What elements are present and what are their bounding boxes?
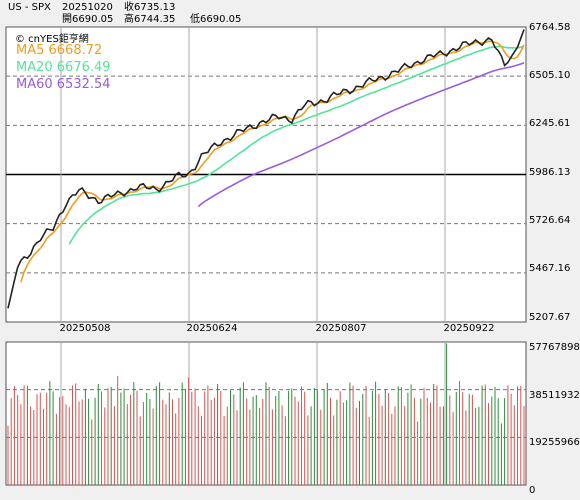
open-price: 開6690.05 bbox=[62, 14, 114, 25]
volume-tick-label: 0 bbox=[529, 485, 536, 496]
legend-ma5: MA5 6668.72 bbox=[16, 43, 103, 58]
price-tick-label: 5207.67 bbox=[529, 312, 571, 323]
legend-ma20: MA20 6676.49 bbox=[16, 60, 111, 75]
symbol-label: US - SPX bbox=[8, 2, 51, 13]
date-tick-label: 20250624 bbox=[186, 323, 238, 334]
date-tick-label: 20250807 bbox=[315, 323, 367, 334]
high-price: 高6744.35 bbox=[124, 14, 176, 25]
price-line bbox=[7, 29, 525, 309]
ma20-line bbox=[68, 45, 525, 245]
volume-tick-label: 3851193200 bbox=[529, 390, 580, 401]
volume-tick-label: 1925596600 bbox=[529, 437, 580, 448]
price-tick-label: 6245.61 bbox=[529, 118, 571, 129]
ma60-line bbox=[197, 62, 525, 208]
ma5-line bbox=[20, 40, 525, 283]
date-tick-label: 20250508 bbox=[59, 323, 111, 334]
brand-watermark: © cnYES鉅亨網 bbox=[15, 34, 89, 45]
legend-ma60: MA60 6532.54 bbox=[16, 77, 111, 92]
price-tick-label: 6505.10 bbox=[529, 70, 571, 81]
price-tick-label: 5467.16 bbox=[529, 263, 571, 274]
price-tick-label: 6764.58 bbox=[529, 22, 571, 33]
date-tick-label: 20250922 bbox=[443, 323, 495, 334]
price-tick-label: 5986.13 bbox=[529, 167, 571, 178]
volume-tick-label: 5776789800 bbox=[529, 342, 580, 353]
close-price: 收6735.13 bbox=[124, 2, 176, 13]
price-tick-label: 5726.64 bbox=[529, 215, 571, 226]
date-label: 20251020 bbox=[62, 2, 113, 13]
low-price: 低6690.05 bbox=[190, 14, 242, 25]
